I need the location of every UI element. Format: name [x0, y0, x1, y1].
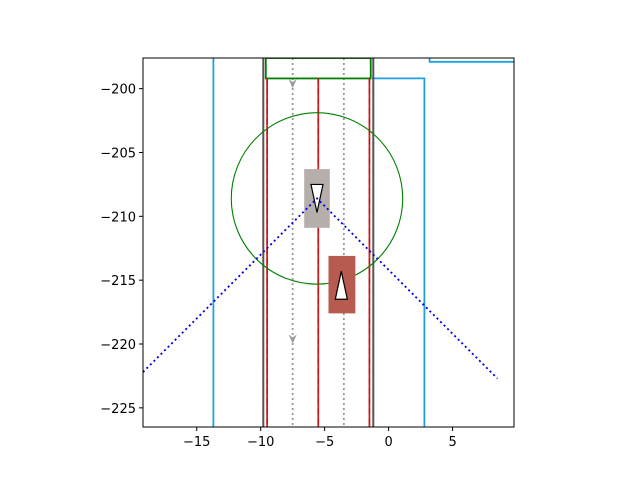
x-tick-label: −15 [183, 435, 210, 450]
x-tick-label: −5 [315, 435, 334, 450]
y-tick-label: −210 [100, 210, 136, 225]
x-tick-label: 5 [448, 435, 456, 450]
y-axis: −200 −205 −210 −215 −220 −225 [100, 83, 143, 417]
scene-layer [143, 58, 514, 427]
obstacle-vehicle-direction-arrow [334, 271, 349, 300]
sensor-range-circle [230, 112, 404, 285]
x-tick-label: −10 [247, 435, 274, 450]
field-of-view [143, 197, 499, 380]
y-tick-label: −200 [100, 83, 136, 98]
plot-frame [142, 57, 515, 428]
y-tick-label: −220 [100, 338, 136, 353]
x-tick-label: 0 [384, 435, 392, 450]
plot-area [143, 58, 514, 427]
x-axis: −15 −10 −5 0 5 [183, 427, 457, 450]
lane-direction-arrow [288, 79, 297, 89]
y-tick-label: −225 [100, 402, 136, 417]
y-tick-label: −205 [100, 146, 136, 161]
y-tick-label: −215 [100, 274, 136, 289]
lane-direction-arrow [288, 334, 297, 344]
right-road-boundary [372, 77, 426, 427]
corner-road-boundary [428, 58, 514, 63]
